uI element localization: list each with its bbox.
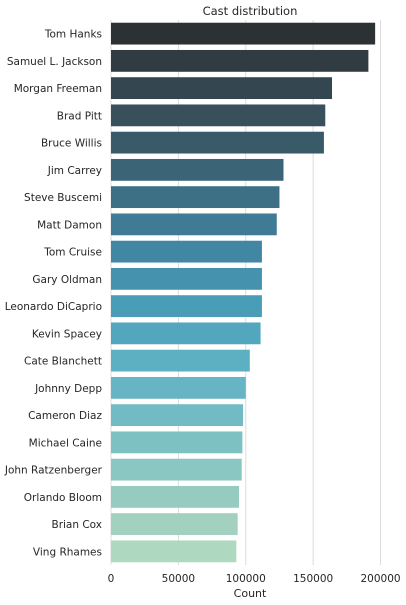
category-label: Gary Oldman (32, 274, 102, 286)
category-label: Johnny Depp (34, 383, 102, 395)
bar (111, 513, 238, 536)
chart-title: Cast distribution (203, 4, 298, 18)
category-label: Michael Caine (29, 437, 102, 449)
category-label: Jim Carrey (47, 165, 102, 177)
bar (111, 458, 242, 481)
category-label: Ving Rhames (33, 546, 102, 558)
bar (111, 404, 244, 427)
category-label: Orlando Bloom (24, 492, 102, 504)
category-label: Kevin Spacey (32, 328, 102, 340)
bar (111, 540, 237, 563)
category-labels: Tom Hanks Samuel L. Jackson Morgan Freeman… (4, 29, 103, 559)
category-label: Brad Pitt (57, 110, 102, 122)
bar (111, 158, 284, 181)
x-tick-label: 0 (108, 573, 115, 585)
bar (111, 322, 261, 345)
bars (111, 22, 376, 563)
bar (111, 485, 240, 508)
bar (111, 22, 376, 45)
x-tick-label: 50000 (162, 573, 195, 585)
category-label: Matt Damon (37, 219, 102, 231)
bar (111, 131, 324, 154)
category-label: Cate Blanchett (24, 356, 102, 368)
bar (111, 431, 243, 454)
category-label: Steve Buscemi (24, 192, 102, 204)
category-label: Cameron Diaz (28, 410, 102, 422)
x-tick-label: 100000 (226, 573, 266, 585)
bar (111, 267, 262, 290)
x-axis-label: Count (234, 587, 267, 600)
bar (111, 186, 280, 209)
bar (111, 213, 277, 236)
x-tick-labels: 0 50000 100000 150000 200000 (108, 573, 401, 585)
category-label: Leonardo DiCaprio (5, 301, 102, 313)
category-label: Samuel L. Jackson (7, 56, 102, 68)
bar (111, 349, 250, 372)
bar (111, 376, 246, 399)
bar (111, 77, 333, 100)
category-label: Bruce Willis (41, 138, 102, 150)
bar (111, 104, 326, 127)
x-tick-label: 200000 (360, 573, 400, 585)
bar (111, 240, 262, 263)
category-label: Tom Cruise (43, 247, 102, 259)
category-label: John Ratzenberger (4, 465, 103, 477)
category-label: Brian Cox (51, 519, 102, 531)
category-label: Morgan Freeman (14, 83, 102, 95)
category-label: Tom Hanks (44, 29, 102, 41)
x-tick-label: 150000 (293, 573, 333, 585)
bar (111, 295, 262, 318)
gridlines (110, 20, 382, 565)
bar (111, 49, 369, 72)
